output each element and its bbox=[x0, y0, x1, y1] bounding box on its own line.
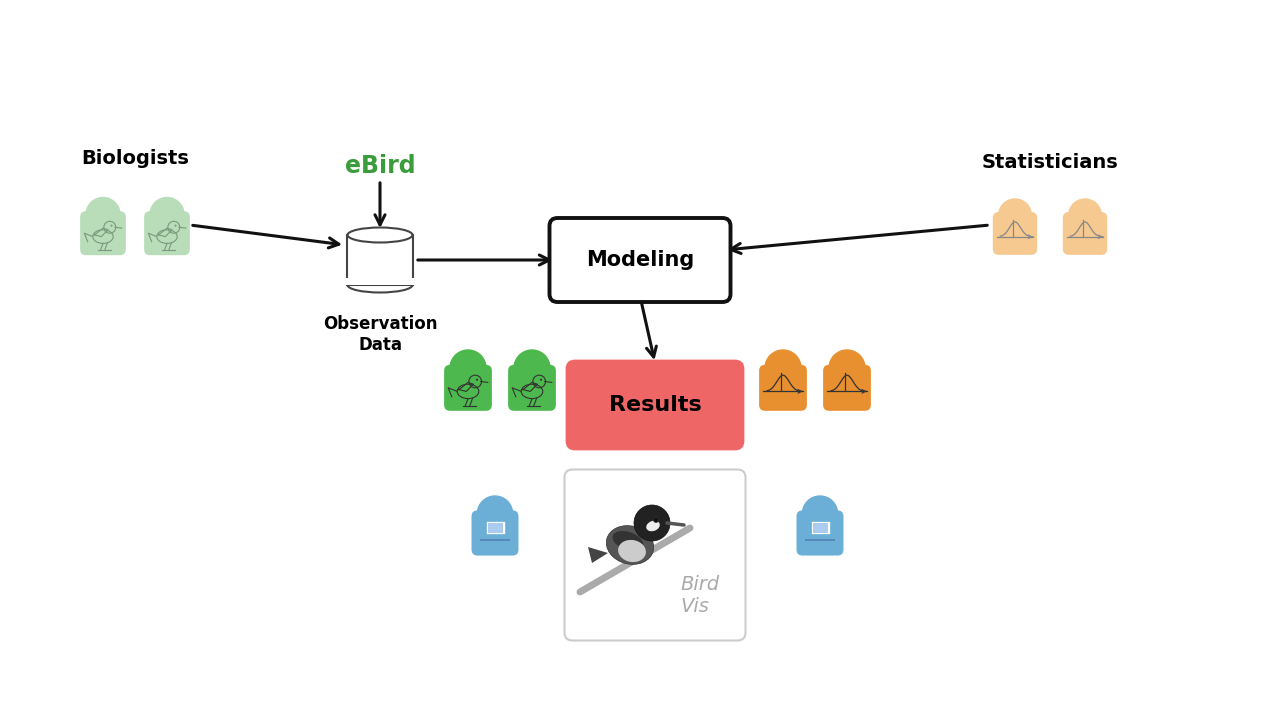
Circle shape bbox=[998, 199, 1032, 232]
FancyBboxPatch shape bbox=[812, 521, 831, 535]
Circle shape bbox=[110, 225, 113, 227]
Ellipse shape bbox=[607, 526, 654, 564]
FancyBboxPatch shape bbox=[759, 365, 806, 411]
FancyBboxPatch shape bbox=[489, 523, 503, 533]
Bar bbox=[346, 277, 415, 285]
FancyBboxPatch shape bbox=[823, 365, 870, 411]
FancyBboxPatch shape bbox=[471, 510, 518, 556]
FancyBboxPatch shape bbox=[145, 211, 189, 255]
Circle shape bbox=[451, 350, 486, 386]
FancyBboxPatch shape bbox=[806, 535, 833, 539]
Circle shape bbox=[476, 379, 477, 381]
Text: Biologists: Biologists bbox=[81, 149, 189, 168]
Ellipse shape bbox=[646, 521, 659, 531]
FancyBboxPatch shape bbox=[481, 535, 508, 539]
FancyBboxPatch shape bbox=[564, 469, 745, 641]
FancyBboxPatch shape bbox=[993, 212, 1037, 255]
Circle shape bbox=[477, 496, 512, 531]
Polygon shape bbox=[588, 547, 608, 563]
FancyBboxPatch shape bbox=[805, 539, 835, 541]
Circle shape bbox=[829, 350, 865, 386]
Text: Statisticians: Statisticians bbox=[982, 153, 1119, 172]
Circle shape bbox=[150, 197, 184, 232]
Ellipse shape bbox=[618, 540, 646, 562]
Circle shape bbox=[634, 505, 669, 541]
Circle shape bbox=[1069, 199, 1101, 232]
Circle shape bbox=[515, 350, 550, 386]
FancyBboxPatch shape bbox=[444, 365, 492, 411]
FancyBboxPatch shape bbox=[549, 218, 731, 302]
Bar bbox=[347, 235, 412, 285]
Text: Bird
Vis: Bird Vis bbox=[680, 575, 719, 616]
Ellipse shape bbox=[347, 277, 412, 292]
FancyBboxPatch shape bbox=[508, 365, 556, 411]
Text: Results: Results bbox=[608, 395, 701, 415]
FancyBboxPatch shape bbox=[81, 211, 125, 255]
FancyBboxPatch shape bbox=[1062, 212, 1107, 255]
FancyBboxPatch shape bbox=[796, 510, 844, 556]
FancyBboxPatch shape bbox=[480, 539, 509, 541]
Circle shape bbox=[86, 197, 120, 232]
Circle shape bbox=[765, 350, 801, 386]
Text: Modeling: Modeling bbox=[586, 250, 694, 270]
Circle shape bbox=[654, 518, 658, 523]
FancyBboxPatch shape bbox=[567, 361, 742, 449]
FancyBboxPatch shape bbox=[813, 523, 828, 533]
Text: eBird: eBird bbox=[344, 154, 415, 178]
Text: Observation
Data: Observation Data bbox=[323, 315, 438, 354]
FancyBboxPatch shape bbox=[486, 521, 506, 535]
Circle shape bbox=[174, 225, 177, 227]
Circle shape bbox=[803, 496, 837, 531]
Ellipse shape bbox=[347, 228, 412, 243]
Circle shape bbox=[540, 379, 543, 381]
Ellipse shape bbox=[613, 531, 644, 551]
